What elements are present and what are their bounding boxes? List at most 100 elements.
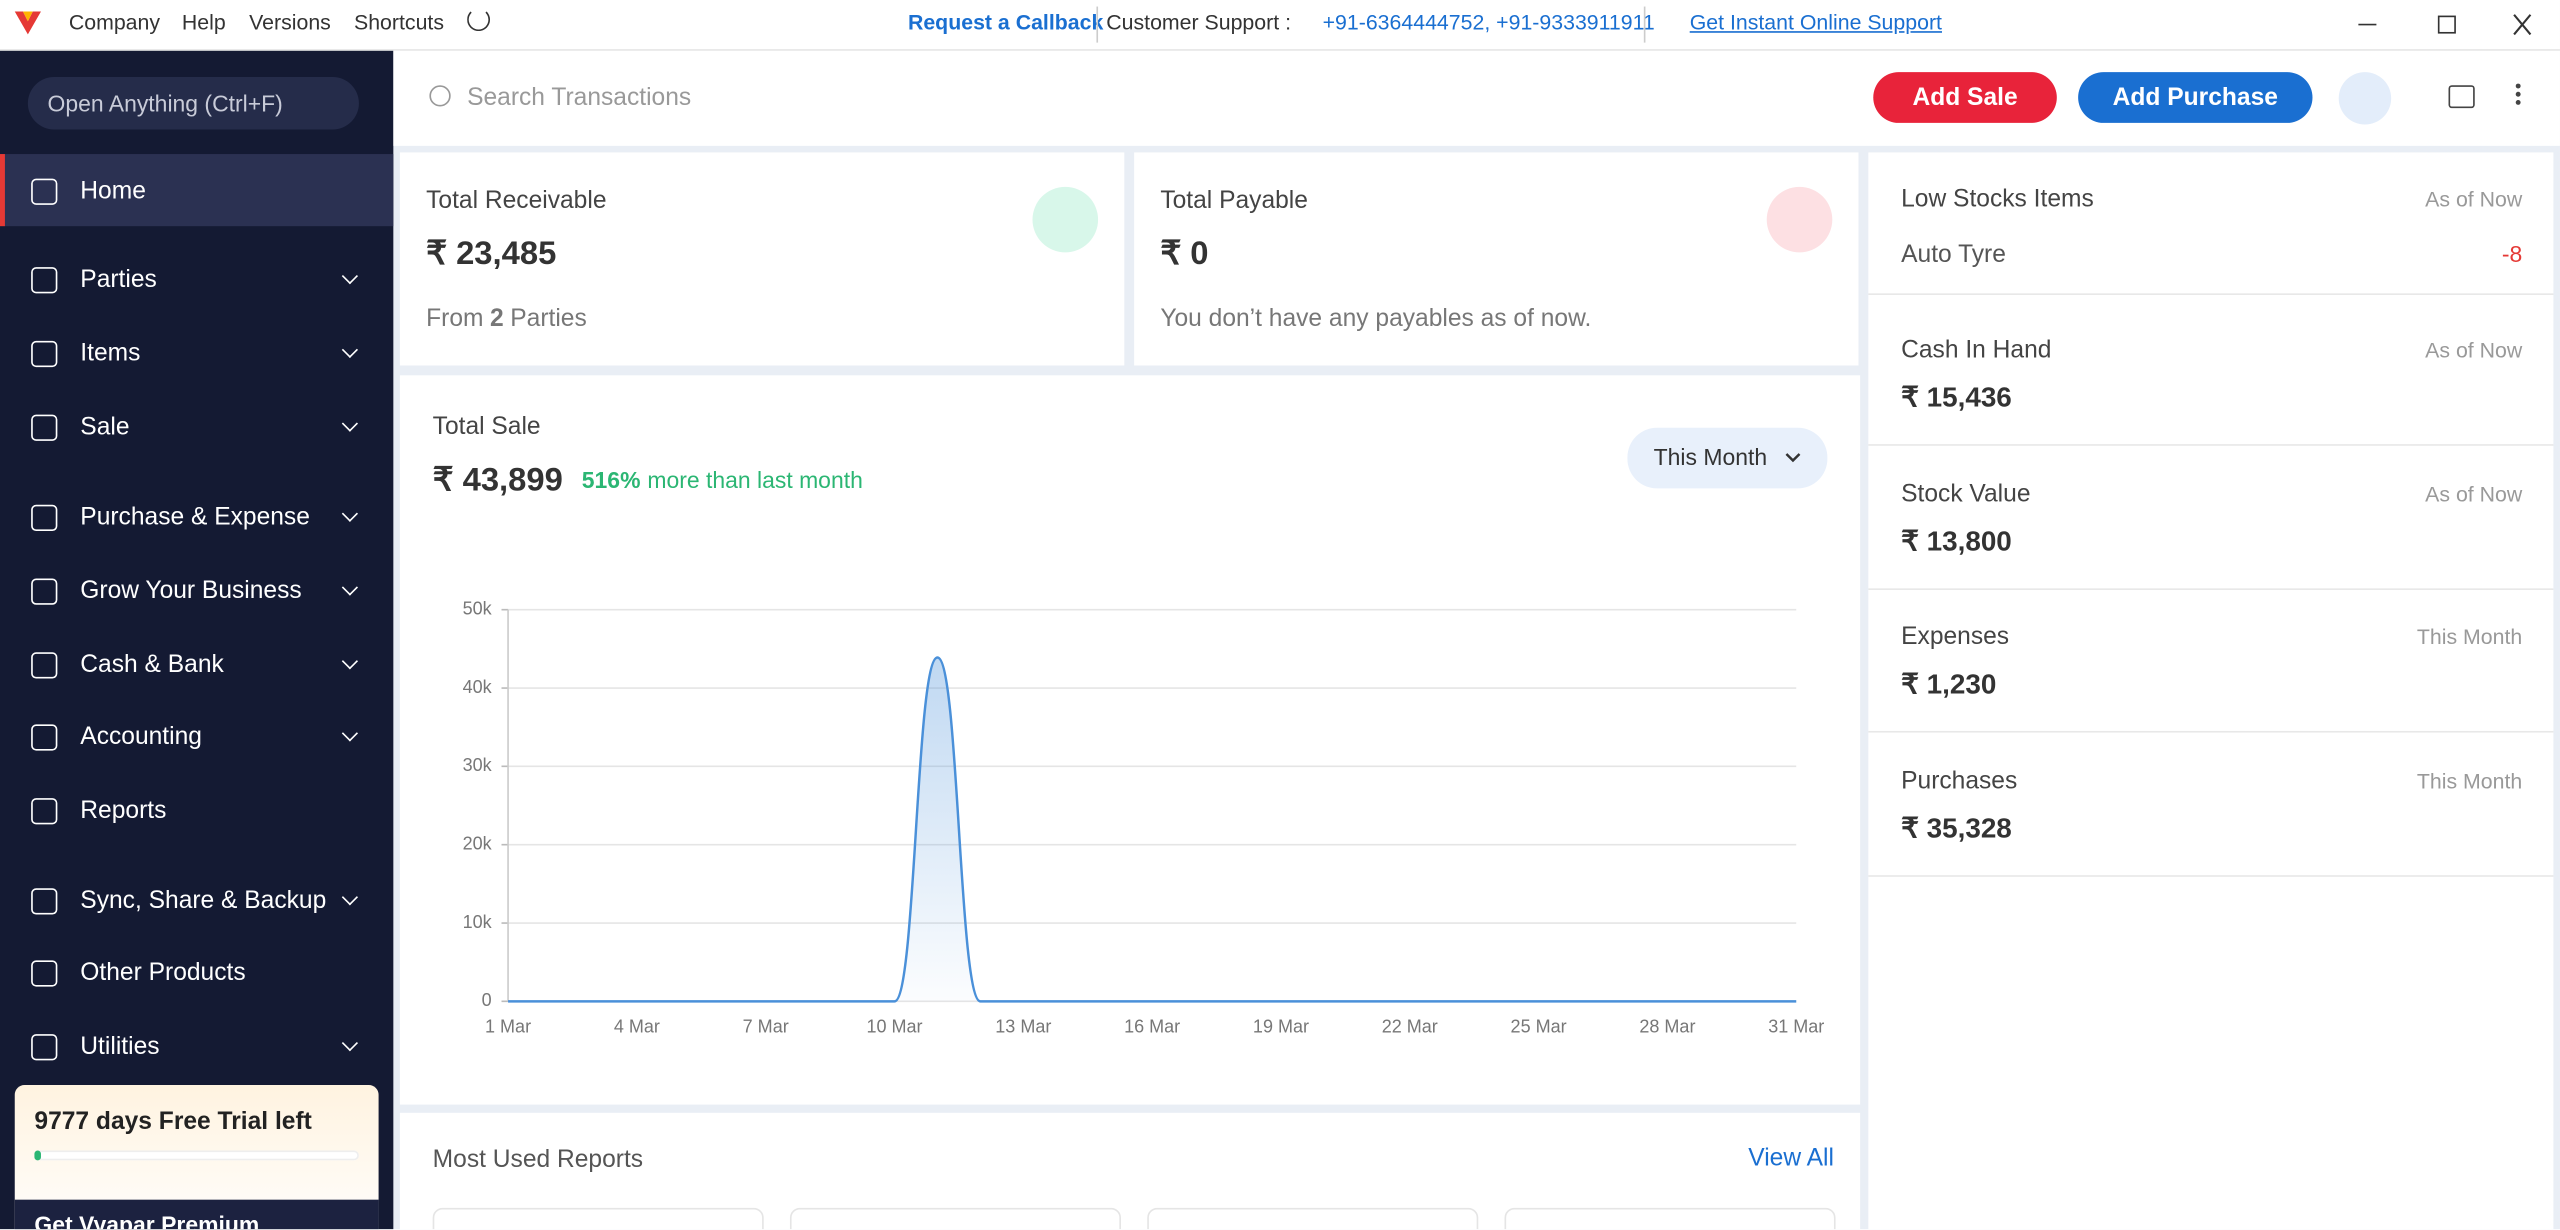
note-part: 2 (490, 304, 504, 333)
nav-item[interactable]: Sale (80, 413, 130, 441)
nav-item[interactable]: Home (80, 177, 146, 205)
nav-icon (31, 888, 58, 915)
phones: +91-6364444752, +91-9333911911 (1322, 9, 1655, 35)
nav-icon (31, 414, 58, 441)
report-tile[interactable] (432, 1207, 764, 1230)
nav-icon (31, 178, 58, 205)
summary-card (399, 152, 1125, 366)
x-tick-label: 10 Mar (866, 1016, 922, 1036)
panel-value: -8 (2501, 240, 2523, 268)
refresh-icon[interactable] (467, 8, 491, 32)
divider (1096, 6, 1099, 43)
card-title: Total Payable (1160, 186, 1308, 215)
panel-title: Expenses (1901, 622, 2010, 651)
panel-divider (1868, 875, 2554, 877)
panel-tag: This Month (2416, 624, 2523, 650)
y-tick-label: 30k (463, 755, 493, 775)
panel-tag: As of Now (2425, 337, 2523, 363)
chart: Total Sale ₹ 43,899 516% more than last mon… (399, 375, 1861, 1105)
nav-item[interactable]: Purchase & Expense (80, 503, 310, 532)
nav-item[interactable]: Items (80, 339, 141, 368)
trial-progress (34, 1150, 41, 1161)
menu-item[interactable]: Help (181, 9, 226, 35)
summary-card (1134, 152, 1859, 366)
x-tick-label: 16 Mar (1124, 1016, 1180, 1036)
note-part: Parties (510, 304, 587, 333)
panel-title: Purchases (1901, 767, 2018, 795)
right-panel (1868, 152, 2554, 1230)
panel-divider (1868, 730, 2554, 733)
report-tile[interactable] (1504, 1207, 1836, 1230)
x-tick-label: 22 Mar (1382, 1016, 1438, 1036)
report-tile[interactable] (789, 1207, 1122, 1230)
y-tick-label: 50k (463, 598, 493, 618)
x-tick-label: 1 Mar (485, 1016, 531, 1036)
period-dropdown[interactable] (1627, 427, 1828, 489)
panel-value: ₹ 35,328 (1901, 812, 2012, 845)
panel-divider (1868, 444, 2554, 446)
add-sale[interactable]: Add Sale (1873, 72, 2057, 123)
x-tick-label: 13 Mar (995, 1016, 1051, 1036)
nav-item[interactable]: Utilities (80, 1032, 160, 1061)
nav-item[interactable]: Reports (80, 796, 167, 825)
nav-icon (31, 578, 58, 605)
y-tick-label: 10k (463, 912, 493, 932)
online-support[interactable]: Get Instant Online Support (1689, 9, 1942, 35)
nav-item[interactable]: Cash & Bank (80, 650, 224, 679)
period-label: This Month (1654, 444, 1767, 470)
menu-item[interactable]: Shortcuts (354, 9, 445, 35)
x-tick-label: 25 Mar (1511, 1016, 1567, 1036)
y-tick-label: 20k (463, 833, 493, 853)
chart-change-text: more than last month (647, 467, 862, 493)
report-tile[interactable] (1147, 1207, 1479, 1230)
panel-title: Cash In Hand (1901, 335, 2052, 364)
callback-link[interactable]: Request a Callback (907, 9, 1104, 35)
nav-item[interactable]: Other Products (80, 958, 246, 987)
active-item-bg (0, 154, 394, 227)
nav-icon (31, 798, 58, 825)
panel-divider (1868, 588, 2554, 591)
panel-title: Stock Value (1901, 480, 2031, 509)
print-icon[interactable] (2448, 85, 2475, 109)
nav-item[interactable]: Accounting (80, 722, 202, 751)
add-more[interactable] (2338, 72, 2392, 125)
sidebar (0, 50, 394, 1230)
x-tick-label: 4 Mar (614, 1016, 660, 1036)
card-icon (1032, 186, 1099, 253)
chart-change: 516% (582, 467, 641, 493)
card-icon (1766, 186, 1833, 253)
sidebar-search[interactable]: Open Anything (Ctrl+F) (27, 77, 359, 130)
card-note: You don’t have any payables as of now. (1160, 304, 1592, 333)
y-tick-label: 0 (482, 990, 492, 1010)
search-box[interactable]: Search Transactions (467, 83, 692, 112)
premium-cta[interactable]: Get Vyapar Premium (14, 1199, 379, 1230)
panel-item: Auto Tyre (1901, 240, 2006, 269)
nav-item[interactable]: Parties (80, 265, 157, 294)
nav-item[interactable]: Sync, Share & Backup (80, 886, 327, 915)
chevron (1785, 453, 1801, 463)
menu-dots[interactable] (2515, 83, 2521, 89)
area (508, 657, 1797, 1002)
reports-title: Most Used Reports (432, 1145, 644, 1174)
nav-icon (31, 724, 58, 751)
divider (1643, 6, 1646, 43)
x-tick-label: 7 Mar (743, 1016, 789, 1036)
panel-value: ₹ 13,800 (1901, 526, 2012, 558)
search-icon (429, 85, 451, 107)
x-tick-label: 19 Mar (1253, 1016, 1309, 1036)
chart-title: Total Sale (433, 413, 541, 440)
add-purchase[interactable]: Add Purchase (2078, 72, 2313, 123)
support-label: Customer Support : (1106, 9, 1291, 35)
card-title: Total Receivable (426, 186, 607, 215)
card-amount: ₹ 0 (1160, 236, 1209, 273)
menu-item[interactable]: Versions (249, 9, 331, 35)
window-controls[interactable] (2334, 3, 2547, 46)
menu-item[interactable]: Company (68, 9, 161, 35)
view-all[interactable]: View All (1748, 1143, 1834, 1172)
y-tick-label: 40k (463, 677, 493, 697)
nav-item[interactable]: Grow Your Business (80, 576, 302, 605)
trial-bar (34, 1150, 359, 1161)
chart-total: ₹ 43,899 (433, 460, 563, 497)
nav-icon (31, 1034, 58, 1061)
